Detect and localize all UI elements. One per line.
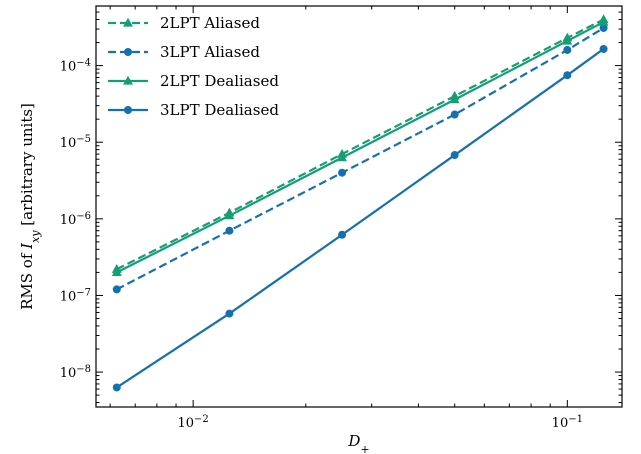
- data-point: [599, 44, 608, 53]
- series-2: [111, 16, 609, 277]
- data-point: [450, 151, 459, 160]
- legend-label: 3LPT Aliased: [160, 43, 260, 61]
- data-point: [449, 94, 460, 104]
- data-point: [598, 16, 609, 26]
- data-point: [225, 226, 234, 235]
- data-point: [562, 35, 573, 45]
- plot-frame: [95, 5, 623, 408]
- data-point: [450, 110, 459, 119]
- y-tick-label: 10−8: [60, 364, 91, 382]
- data-point: [337, 152, 347, 162]
- data-point: [224, 210, 235, 220]
- data-point: [338, 168, 347, 177]
- series-1: [112, 23, 608, 294]
- x-axis-title-sub: +: [360, 443, 369, 454]
- legend-item: 3LPT Dealiased: [108, 101, 279, 119]
- series-line: [116, 48, 605, 389]
- legend-label: 3LPT Dealiased: [160, 101, 279, 119]
- x-axis-title: D+: [347, 432, 369, 454]
- series-line: [116, 27, 605, 291]
- legend-item: 2LPT Dealiased: [108, 72, 279, 90]
- legend-marker: [124, 106, 132, 114]
- legend: 2LPT Aliased 3LPT Aliased 2LPT Dealiased 3L…: [108, 14, 279, 119]
- legend-item: 2LPT Aliased: [108, 14, 260, 32]
- data-point: [338, 230, 347, 239]
- legend-item: 3LPT Aliased: [108, 43, 260, 61]
- y-axis-title-symbol: I: [18, 242, 36, 250]
- y-axis-title-post: [arbitrary units]: [18, 103, 36, 230]
- y-tick-label: 10−7: [60, 287, 91, 305]
- series-line: [116, 21, 605, 274]
- legend-marker: [124, 48, 132, 56]
- data-point: [563, 71, 572, 80]
- y-tick-label: 10−4: [60, 57, 91, 75]
- y-tick-label: 10−5: [60, 134, 91, 152]
- data-point: [563, 45, 572, 54]
- y-axis-title: RMS of Ixy [arbitrary units]: [18, 103, 42, 310]
- x-tick-label: 10−1: [552, 414, 583, 432]
- series-line: [116, 18, 605, 271]
- y-axis-title-pre: RMS of: [18, 249, 36, 310]
- x-tick-label: 10−2: [178, 414, 209, 432]
- legend-marker: [123, 17, 133, 27]
- data-point: [112, 383, 121, 392]
- x-axis-title-main: D: [347, 432, 360, 450]
- y-axis-title-sub: xy: [29, 230, 42, 243]
- ticks: 10−2 10−1 10−8 10−7 10−6 10−5 10−4: [60, 6, 622, 431]
- series-3: [112, 44, 608, 392]
- legend-label: 2LPT Aliased: [160, 14, 260, 32]
- y-tick-label: 10−6: [60, 210, 91, 228]
- legend-marker: [123, 75, 133, 85]
- data-point: [111, 267, 122, 277]
- data-point: [112, 285, 121, 294]
- data-point: [599, 23, 608, 32]
- data-point: [225, 309, 234, 318]
- plot-content: [111, 14, 609, 392]
- legend-label: 2LPT Dealiased: [160, 72, 279, 90]
